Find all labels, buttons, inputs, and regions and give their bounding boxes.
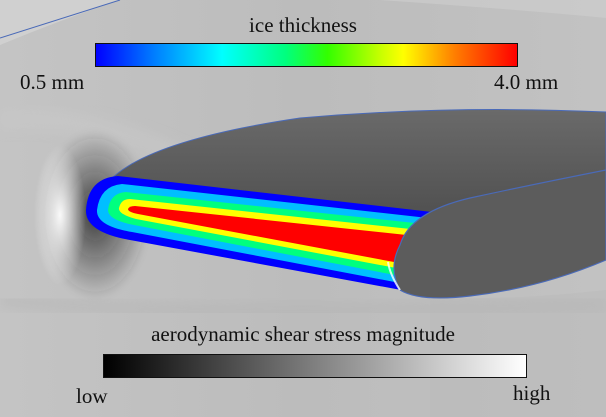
ice-thickness-min-label: 0.5 mm [20,70,85,94]
shear-stress-max-label: high [513,381,551,405]
ice-thickness-colorbar [95,43,518,67]
shear-stress-legend-title: aerodynamic shear stress magnitude [151,322,455,346]
stagnation-glow [34,145,86,285]
ice-thickness-legend-title: ice thickness [249,13,357,37]
airfoil-cross-section [393,169,606,299]
shear-stress-colorbar [103,354,527,378]
shear-stress-min-label: low [76,384,108,408]
ice-thickness-max-label: 4.0 mm [494,70,559,94]
